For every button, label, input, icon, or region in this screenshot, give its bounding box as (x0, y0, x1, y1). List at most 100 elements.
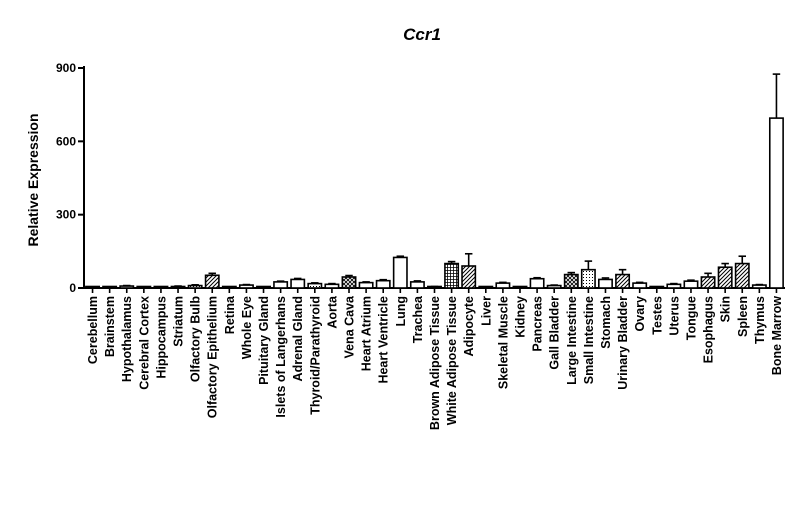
x-tick-label: Hippocampus (154, 296, 168, 379)
x-axis-labels: Cerebellum Brainstem Hypothalamus Cerebral … (86, 288, 784, 430)
x-tick-label: Hypothalamus (120, 296, 134, 382)
y-tick-label: 0 (69, 281, 76, 295)
bar-group (717, 262, 733, 289)
bar-group (683, 279, 699, 289)
bar (529, 277, 545, 289)
bar-group (666, 282, 682, 289)
bar-group (768, 73, 784, 289)
x-tick-label: Tongue (684, 296, 698, 340)
x-tick-label: Uterus (667, 296, 681, 336)
bar (290, 278, 306, 289)
x-tick-label: Olfactory Epithelium (206, 296, 220, 418)
bar (238, 284, 254, 289)
bar-group (700, 272, 716, 289)
bar-group (751, 283, 767, 289)
x-tick-label: Pancreas (531, 296, 545, 352)
bar-group (409, 280, 425, 289)
bar (632, 282, 648, 289)
x-tick-label: Skin (719, 296, 733, 322)
x-tick-label: Vena Cava (343, 295, 357, 359)
bar (375, 279, 391, 289)
x-tick-label: Liver (479, 296, 493, 326)
x-tick-label: Bone Marrow (770, 296, 784, 375)
bar (324, 283, 340, 289)
x-tick-label: Olfactory Bulb (189, 296, 203, 382)
bar-group (290, 277, 306, 289)
bars (85, 73, 784, 289)
x-tick-label: Testes (650, 296, 664, 335)
x-tick-label: Cerebral Cortex (137, 296, 151, 390)
bar-group (221, 285, 237, 289)
x-tick-label: Whole Eye (240, 296, 254, 359)
x-tick-label: White Adipose Tissue (445, 296, 459, 425)
bar (392, 256, 408, 289)
x-tick-label: Heart Ventricle (377, 296, 391, 384)
bar (307, 282, 323, 289)
bar-group (546, 284, 562, 289)
x-tick-label: Large Intestine (565, 296, 579, 385)
bar (768, 117, 784, 289)
bar-group (136, 285, 152, 289)
bar-group (427, 285, 442, 289)
x-tick-label: Urinary Bladder (616, 296, 630, 390)
x-tick-label: Brainstem (103, 296, 117, 357)
bar (461, 265, 477, 289)
bar-group (307, 282, 323, 289)
bar (598, 278, 613, 289)
bar (563, 273, 579, 289)
bar-group (187, 284, 203, 289)
x-tick-label: Islets of Langerhans (274, 296, 288, 418)
bar-group (153, 285, 169, 289)
bar (751, 284, 767, 289)
bar (580, 268, 596, 289)
x-tick-label: Thyroid/Parathyroid (308, 296, 322, 415)
x-tick-label: Esophagus (702, 296, 716, 363)
y-tick-label: 600 (56, 134, 76, 148)
bar (444, 262, 460, 289)
x-tick-label: Thymus (753, 296, 767, 344)
bar (495, 282, 511, 289)
bar (187, 284, 203, 289)
bar (409, 281, 425, 289)
bar (341, 276, 357, 289)
bar (615, 273, 631, 289)
bar (734, 262, 750, 289)
bar-group (256, 285, 271, 289)
bar (717, 266, 733, 289)
bar (273, 281, 289, 289)
bar-group (512, 285, 528, 289)
x-tick-label: Aorta (325, 295, 339, 329)
bar-group (273, 280, 289, 289)
bar-group (734, 255, 750, 289)
x-tick-label: Ovary (633, 296, 647, 331)
y-tick-label: 300 (56, 208, 76, 222)
bar-group (529, 276, 545, 289)
bar-group (238, 283, 254, 289)
x-tick-label: Heart Atrium (360, 296, 374, 371)
bar-group (495, 281, 511, 289)
y-axis-label: Relative Expression (25, 113, 41, 246)
x-tick-label: Lung (394, 296, 408, 327)
x-tick-label: Adipocyte (462, 296, 476, 356)
bar (546, 284, 562, 289)
bar-group (563, 271, 579, 289)
x-tick-label: Retina (223, 295, 237, 334)
bar-group (478, 285, 494, 289)
x-tick-label: Gall Bladder (548, 296, 562, 370)
x-tick-label: Pituitary Gland (257, 296, 271, 385)
bar-group (341, 274, 357, 289)
x-tick-label: Striatum (172, 296, 186, 347)
bar-group (461, 252, 477, 289)
bar (700, 276, 716, 289)
bar-group (392, 255, 408, 289)
bar (358, 281, 374, 289)
bar-group (102, 285, 118, 289)
bar (204, 274, 220, 289)
bar-group (119, 284, 135, 289)
bar (683, 280, 699, 289)
x-tick-label: Skeletal Muscle (496, 296, 510, 389)
bar-group (649, 285, 665, 289)
x-tick-label: Spleen (736, 296, 750, 337)
bar-group (85, 285, 101, 289)
